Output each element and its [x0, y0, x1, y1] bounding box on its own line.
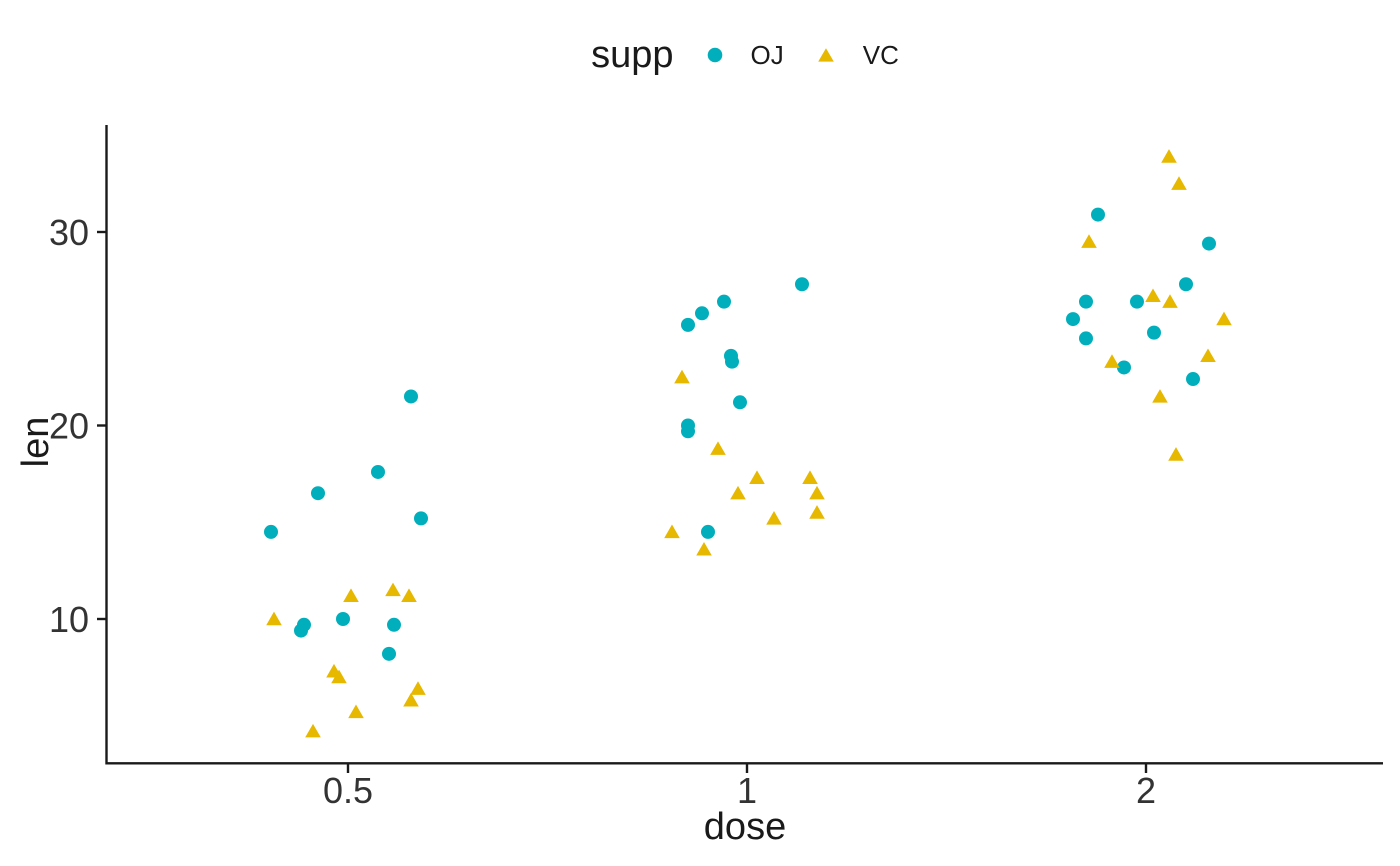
data-point-vc	[1081, 234, 1097, 248]
data-point-oj	[1130, 294, 1144, 309]
legend-label-vc: VC	[862, 39, 899, 70]
data-point-vc	[674, 369, 690, 384]
data-point-vc	[403, 692, 419, 707]
data-point-oj	[387, 617, 401, 632]
data-point-vc	[266, 611, 282, 626]
x-axis-ticks: 0.5 1 2	[323, 764, 1156, 811]
legend-item-oj: OJ	[707, 40, 784, 71]
y-axis-ticks: 10 20 30	[49, 212, 106, 640]
data-point-vc	[730, 485, 746, 500]
data-point-vc	[1152, 389, 1168, 403]
y-tick-label: 10	[49, 599, 89, 640]
data-point-vc	[1162, 294, 1178, 308]
data-point-oj	[1079, 294, 1093, 309]
data-point-oj	[1117, 360, 1131, 375]
data-point-oj	[1079, 331, 1093, 346]
data-point-oj	[371, 464, 385, 479]
data-point-vc	[1104, 354, 1120, 368]
data-point-oj	[681, 424, 695, 439]
data-point-vc	[1200, 348, 1216, 363]
data-point-vc	[710, 441, 726, 455]
data-point-vc	[343, 588, 359, 602]
data-point-oj	[264, 524, 278, 539]
data-point-vc	[1171, 176, 1187, 190]
data-point-oj	[294, 623, 308, 638]
x-axis-title: dose	[703, 806, 787, 848]
data-point-oj	[414, 511, 428, 526]
data-point-vc	[305, 723, 321, 738]
data-point-vc	[385, 582, 401, 597]
data-point-vc	[696, 541, 712, 556]
data-point-oj	[404, 389, 418, 404]
data-point-vc	[331, 669, 347, 684]
vc-triangle-icon	[817, 48, 834, 62]
data-point-vc	[809, 505, 825, 519]
data-point-vc	[802, 470, 818, 484]
legend-key-oj	[707, 47, 722, 63]
legend-title: supp	[591, 33, 674, 76]
data-point-vc	[664, 524, 680, 539]
data-point-vc	[401, 588, 417, 602]
x-tick-label: 1	[737, 770, 757, 811]
data-point-vc	[809, 485, 825, 500]
points-layer	[264, 149, 1232, 738]
data-point-oj	[1147, 325, 1161, 340]
data-point-vc	[1145, 288, 1161, 303]
y-tick-label: 30	[49, 212, 89, 253]
data-point-vc	[1216, 311, 1232, 326]
data-point-oj	[382, 646, 396, 661]
data-point-vc	[348, 704, 364, 719]
data-point-oj	[1202, 236, 1216, 251]
data-point-vc	[749, 470, 765, 484]
data-point-oj	[1186, 372, 1200, 387]
data-point-vc	[410, 681, 426, 695]
data-point-oj	[717, 294, 731, 309]
data-point-vc	[1161, 149, 1177, 163]
legend-item-vc: VC	[817, 40, 899, 71]
legend-label-oj: OJ	[750, 39, 784, 70]
data-point-oj	[725, 354, 739, 369]
x-tick-label: 0.5	[323, 770, 373, 811]
data-point-oj	[311, 486, 325, 501]
data-point-oj	[795, 277, 809, 292]
data-point-oj	[336, 612, 350, 626]
data-point-vc	[766, 510, 782, 525]
oj-circle-icon	[707, 47, 722, 63]
legend-key-vc	[817, 48, 834, 62]
data-point-oj	[1066, 312, 1080, 327]
data-point-oj	[681, 317, 695, 332]
data-point-oj	[1179, 277, 1193, 292]
data-point-oj	[733, 395, 747, 410]
x-tick-label: 2	[1136, 770, 1156, 811]
data-point-vc	[1168, 447, 1184, 461]
legend: supp OJ VC	[107, 28, 1383, 82]
data-point-oj	[1091, 207, 1105, 222]
y-axis-title: len	[14, 416, 57, 468]
data-point-oj	[701, 524, 715, 539]
data-point-oj	[695, 306, 709, 321]
y-tick-label: 20	[49, 405, 89, 446]
